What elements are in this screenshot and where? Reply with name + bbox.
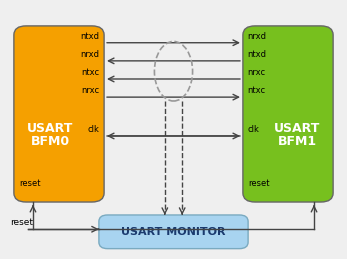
Text: USART: USART — [27, 122, 73, 135]
Text: USART MONITOR: USART MONITOR — [121, 227, 226, 237]
Text: nrxd: nrxd — [247, 32, 266, 41]
Text: ntxd: ntxd — [80, 32, 99, 41]
Text: nrxd: nrxd — [80, 50, 99, 59]
FancyBboxPatch shape — [14, 26, 104, 202]
Text: nrxc: nrxc — [81, 86, 99, 95]
Text: BFM0: BFM0 — [31, 135, 69, 148]
Text: ntxc: ntxc — [81, 68, 99, 77]
Text: reset: reset — [19, 179, 41, 188]
Text: reset: reset — [248, 179, 270, 188]
FancyBboxPatch shape — [243, 26, 333, 202]
FancyBboxPatch shape — [99, 215, 248, 249]
Text: USART: USART — [274, 122, 320, 135]
Text: clk: clk — [87, 125, 99, 134]
Text: ntxc: ntxc — [247, 86, 265, 95]
Text: clk: clk — [247, 125, 259, 134]
Text: nrxc: nrxc — [247, 68, 265, 77]
Text: ntxd: ntxd — [247, 50, 266, 59]
Text: reset: reset — [10, 218, 33, 227]
Text: BFM1: BFM1 — [278, 135, 316, 148]
